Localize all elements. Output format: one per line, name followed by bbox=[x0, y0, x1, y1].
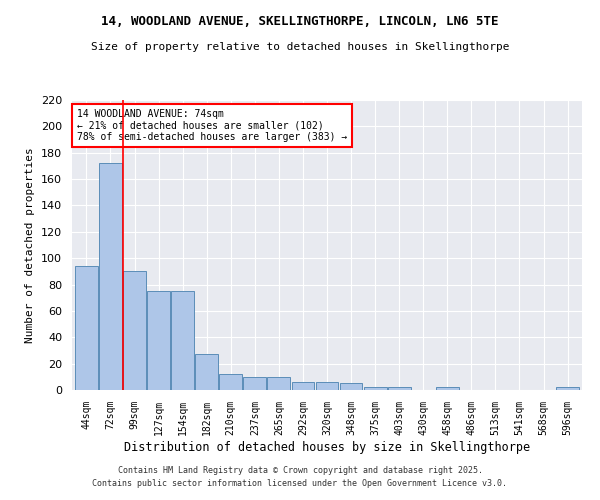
Text: Size of property relative to detached houses in Skellingthorpe: Size of property relative to detached ho… bbox=[91, 42, 509, 52]
Bar bbox=[220, 374, 242, 390]
Bar bbox=[147, 291, 170, 390]
Bar bbox=[316, 382, 338, 390]
Bar bbox=[268, 377, 290, 390]
Bar bbox=[75, 266, 98, 390]
Text: 14, WOODLAND AVENUE, SKELLINGTHORPE, LINCOLN, LN6 5TE: 14, WOODLAND AVENUE, SKELLINGTHORPE, LIN… bbox=[101, 15, 499, 28]
Bar bbox=[436, 388, 459, 390]
Bar bbox=[292, 382, 314, 390]
Bar bbox=[195, 354, 218, 390]
Bar bbox=[123, 272, 146, 390]
Text: 14 WOODLAND AVENUE: 74sqm
← 21% of detached houses are smaller (102)
78% of semi: 14 WOODLAND AVENUE: 74sqm ← 21% of detac… bbox=[77, 108, 347, 142]
Bar bbox=[388, 388, 410, 390]
Text: Contains HM Land Registry data © Crown copyright and database right 2025.
Contai: Contains HM Land Registry data © Crown c… bbox=[92, 466, 508, 487]
X-axis label: Distribution of detached houses by size in Skellingthorpe: Distribution of detached houses by size … bbox=[124, 440, 530, 454]
Bar bbox=[171, 291, 194, 390]
Bar bbox=[244, 377, 266, 390]
Bar bbox=[340, 384, 362, 390]
Y-axis label: Number of detached properties: Number of detached properties bbox=[25, 147, 35, 343]
Bar bbox=[99, 164, 122, 390]
Bar bbox=[364, 388, 386, 390]
Bar bbox=[556, 388, 579, 390]
